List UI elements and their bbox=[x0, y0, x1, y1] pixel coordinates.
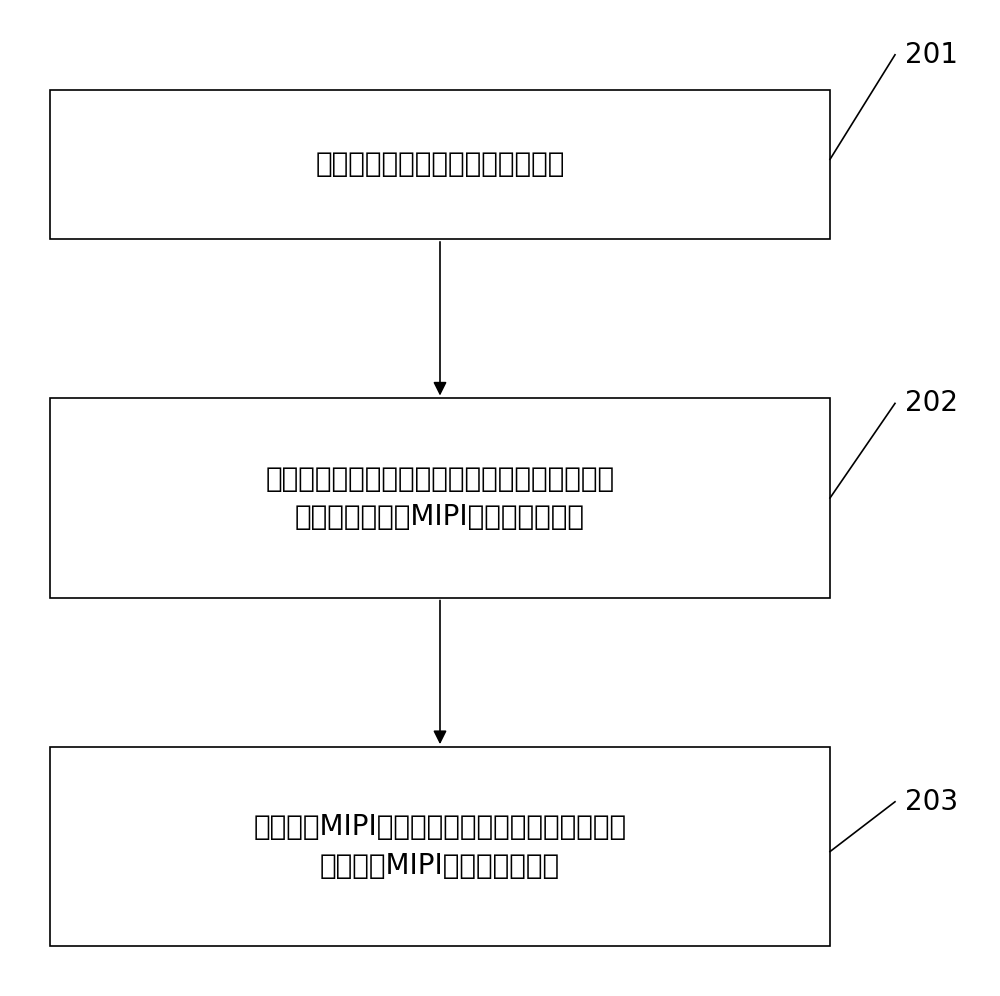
Text: 检测当前网络使用的射频通信频段: 检测当前网络使用的射频通信频段 bbox=[315, 150, 565, 178]
Bar bbox=[50, 398, 830, 598]
Text: 202: 202 bbox=[905, 389, 958, 417]
Bar bbox=[50, 747, 830, 946]
Text: 将显示屏MIPI总线的当前工作频率设置为查找到
的显示屏MIPI总线的安全频率: 将显示屏MIPI总线的当前工作频率设置为查找到 的显示屏MIPI总线的安全频率 bbox=[253, 813, 627, 880]
Text: 201: 201 bbox=[905, 41, 958, 69]
Text: 根据对应关系查找与当前网络使用的射频通信频
段对应的显示屏MIPI总线的安全频率: 根据对应关系查找与当前网络使用的射频通信频 段对应的显示屏MIPI总线的安全频率 bbox=[265, 464, 615, 532]
Bar bbox=[50, 90, 830, 239]
Text: 203: 203 bbox=[905, 788, 958, 816]
